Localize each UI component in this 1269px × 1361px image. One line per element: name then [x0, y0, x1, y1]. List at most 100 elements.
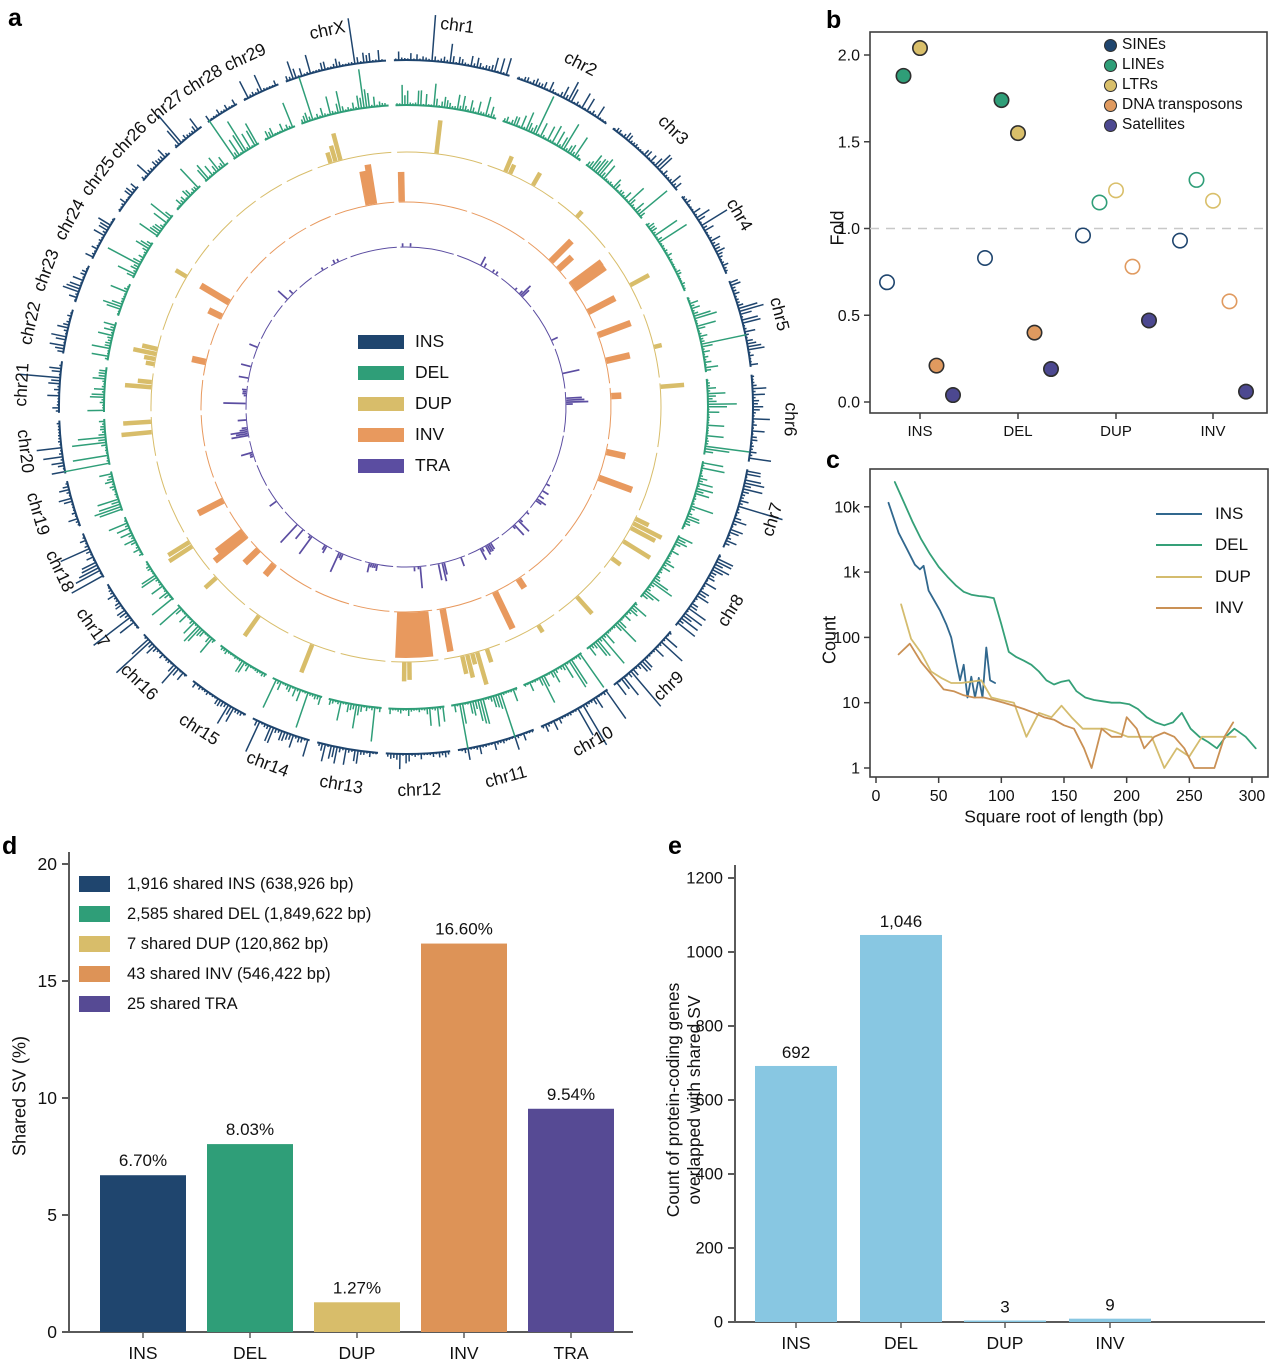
- del-swatch: [79, 906, 110, 922]
- legend-item-satellites: Satellites: [1104, 115, 1243, 135]
- chromosome-label: chr19: [23, 490, 54, 538]
- y-tick-label: 100: [833, 630, 860, 647]
- legend-label: 2,585 shared DEL (1,849,622 bp): [127, 904, 372, 923]
- panel-b-legend: SINEs LINEs LTRs DNA transposons Satelli…: [1104, 35, 1243, 135]
- del-track: [63, 69, 750, 749]
- chromosome-label: chr11: [483, 761, 529, 791]
- x-tick-label: DEL: [1003, 423, 1032, 440]
- fold-scatter-plot: 0.0 0.5 1.0 1.5 2.0 INS DEL DUP INV: [838, 31, 1268, 440]
- series-satellites: [945, 312, 1254, 404]
- legend-label: DNA transposons: [1122, 96, 1243, 113]
- legend-item-dup: DUP: [1156, 561, 1251, 593]
- x-tick-label: INV: [1200, 423, 1225, 440]
- legend-item-sines: SINEs: [1104, 35, 1243, 55]
- panel-e-y-axis-title-line1: Count of protein-coding genes: [663, 982, 683, 1218]
- panel-e-label: e: [668, 832, 682, 860]
- inv-line-swatch: [1156, 607, 1202, 610]
- chromosome-label: chr18: [42, 547, 79, 595]
- chromosome-label: chr2: [561, 47, 600, 80]
- ltrs-marker: [1104, 78, 1117, 92]
- del-line-swatch: [1156, 544, 1202, 547]
- dup-swatch: [358, 396, 404, 411]
- legend-item-shared-dup: 7 shared DUP (120,862 bp): [79, 929, 371, 959]
- inv-swatch: [358, 427, 404, 442]
- bar-tra: [528, 1108, 614, 1332]
- x-tick-label: DUP: [339, 1343, 376, 1361]
- chromosome-label: chr4: [723, 195, 757, 235]
- dup-track: [121, 120, 685, 686]
- data-point: [1043, 361, 1060, 378]
- tra-track: [223, 243, 589, 589]
- data-point: [928, 357, 945, 374]
- legend-item-del: DEL: [358, 357, 452, 388]
- panel-d-y-axis-title: Shared SV (%): [9, 1035, 30, 1157]
- y-tick-label: 1.0: [838, 221, 860, 238]
- x-tick-label: 0: [872, 788, 881, 805]
- legend-item-del: DEL: [1156, 530, 1251, 562]
- panel-b-label: b: [826, 6, 842, 34]
- y-tick-label: 10k: [834, 499, 861, 516]
- y-tick-label: 1200: [686, 870, 723, 888]
- data-point: [878, 274, 895, 291]
- panel-e-y-axis-title-line2: overlapped with shared SV: [684, 995, 704, 1205]
- panel-d-legend: 1,916 shared INS (638,926 bp) 2,585 shar…: [79, 869, 371, 1019]
- legend-item-shared-del: 2,585 shared DEL (1,849,622 bp): [79, 899, 371, 929]
- chromosome-label: chr7: [757, 500, 786, 538]
- bar-inv: [421, 943, 507, 1332]
- data-point: [1010, 125, 1027, 142]
- panel-c-y-axis-title: Count: [819, 615, 840, 665]
- line-ins: [887, 501, 997, 699]
- chromosome-label: chr22: [15, 300, 44, 347]
- ins-swatch: [358, 334, 404, 349]
- legend-item-shared-ins: 1,916 shared INS (638,926 bp): [79, 869, 371, 899]
- panel-c-x-axis-title: Square root of length (bp): [964, 806, 1164, 827]
- dup-line-swatch: [1156, 575, 1202, 578]
- data-point: [1204, 192, 1221, 209]
- x-tick-label: DUP: [987, 1333, 1024, 1353]
- legend-label: DEL: [415, 362, 450, 382]
- circos-baselines: [57, 59, 754, 755]
- plot-frame: [869, 468, 1269, 778]
- series-sines: [878, 227, 1188, 291]
- legend-label: 7 shared DUP (120,862 bp): [127, 934, 329, 953]
- x-tick-label: TRA: [554, 1343, 589, 1361]
- x-tick-label: INV: [449, 1343, 479, 1361]
- bar-value-label: 3: [1000, 1298, 1009, 1317]
- data-point: [1237, 383, 1254, 400]
- bar-dup: [314, 1302, 400, 1332]
- inv-track: [191, 164, 634, 658]
- x-tick-label: INS: [781, 1333, 810, 1353]
- chromosome-label: chr15: [176, 709, 224, 749]
- data-point: [1091, 194, 1108, 211]
- line-del: [893, 481, 1257, 750]
- y-tick-label: 0: [47, 1322, 57, 1342]
- lines-marker: [1104, 58, 1117, 72]
- gene-count-bar-chart: 0 200 400 600 800 1000 1200 692 INS 1,046 DEL 3 DUP 9…: [686, 865, 1265, 1353]
- length-distribution-plot: 1 10 100 1k 10k 0 50 100 150 200 250 300: [833, 468, 1269, 805]
- bar-inv: [1069, 1318, 1151, 1322]
- y-tick-label: 2.0: [838, 48, 860, 65]
- y-tick-label: 20: [38, 854, 58, 874]
- data-point: [993, 92, 1010, 109]
- y-tick-label: 1: [851, 761, 860, 778]
- legend-label: SINEs: [1122, 36, 1166, 53]
- x-tick-label: INV: [1095, 1333, 1125, 1353]
- chromosome-label: chr3: [654, 111, 692, 149]
- bar-value-label: 8.03%: [226, 1120, 274, 1139]
- data-point: [1221, 293, 1238, 310]
- legend-item-inv: INV: [358, 419, 452, 450]
- chromosome-label: chr12: [397, 779, 441, 801]
- chromosome-label: chr20: [14, 428, 39, 474]
- line-inv: [897, 642, 1235, 769]
- y-tick-label: 0.5: [838, 308, 860, 325]
- x-tick-label: 100: [988, 788, 1015, 805]
- tra-swatch: [79, 996, 110, 1012]
- panel-c-label: c: [826, 446, 840, 474]
- y-tick-label: 0: [714, 1314, 723, 1332]
- legend-label: 1,916 shared INS (638,926 bp): [127, 874, 354, 893]
- data-point: [1075, 227, 1092, 244]
- data-point: [912, 40, 929, 57]
- bar-del: [207, 1144, 293, 1332]
- bar-ins: [100, 1175, 186, 1332]
- circos-plot: chr1chr2chr3chr4chr5chr6chr7chr8chr9chr1…: [10, 13, 802, 801]
